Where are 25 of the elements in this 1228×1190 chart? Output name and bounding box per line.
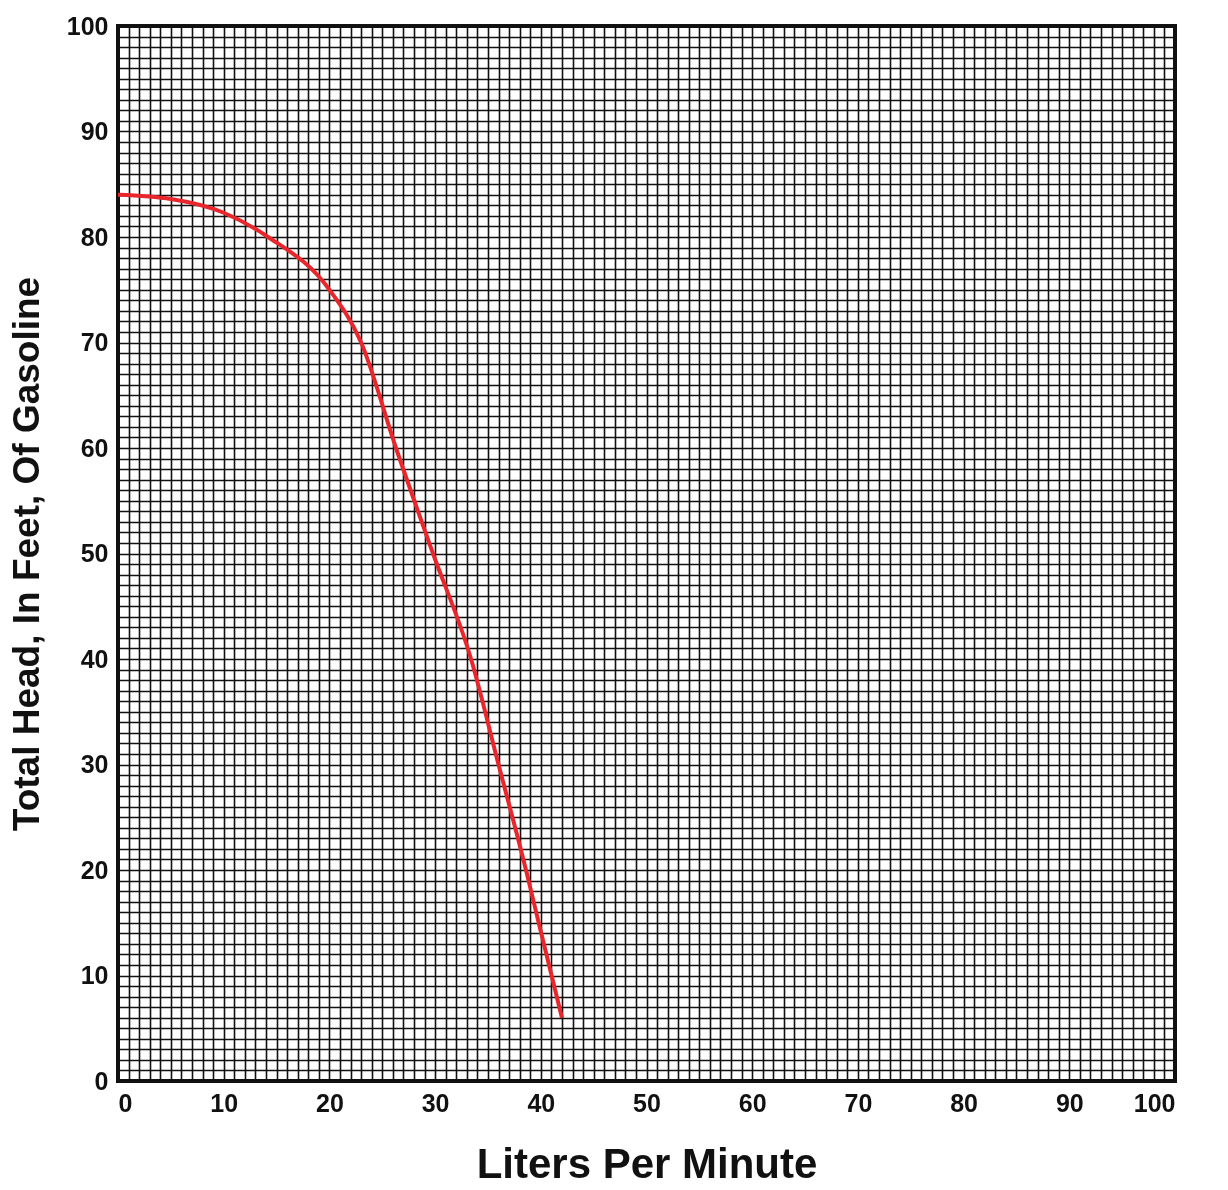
y-tick-label: 40 [80,644,109,673]
y-tick-label: 30 [80,750,109,778]
x-axis-title: Liters Per Minute [476,1139,818,1187]
y-tick-label: 80 [80,222,109,251]
y-tick-label: 0 [94,1066,109,1095]
x-tick-label: 50 [633,1088,661,1117]
x-tick-label: 60 [738,1088,767,1117]
x-tick-label: 80 [950,1088,979,1117]
x-tick-label: 20 [315,1088,344,1117]
x-tick-label: 90 [1055,1088,1084,1117]
x-tick-label: 40 [527,1088,556,1117]
x-tick-label: 10 [210,1088,239,1117]
y-tick-label: 50 [80,539,109,567]
y-tick-label: 90 [80,117,109,145]
y-tick-label: 20 [80,855,109,884]
x-tick-label: 100 [1133,1088,1176,1117]
y-tick-label: 70 [80,328,109,356]
y-tick-label: 100 [66,11,109,40]
x-tick-label: 30 [421,1088,450,1117]
y-tick-label: 10 [80,961,109,989]
x-tick-label: 70 [844,1088,873,1117]
x-tick-label: 0 [118,1088,133,1117]
line-series [118,192,564,1020]
y-tick-label: 60 [80,433,109,462]
y-axis-title: Total Head, In Feet, Of Gasoline [5,276,47,832]
